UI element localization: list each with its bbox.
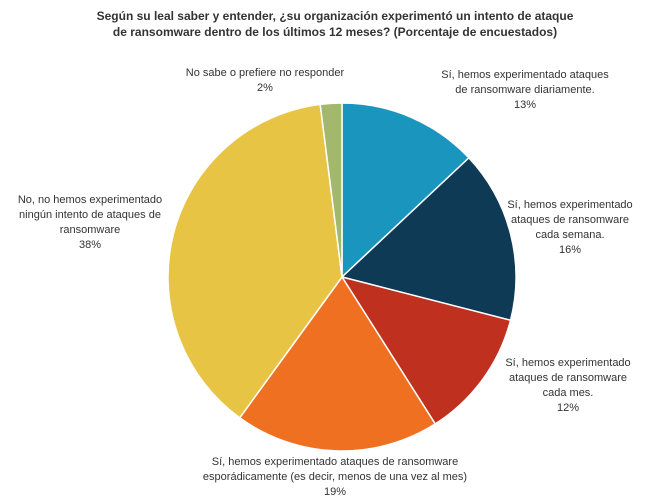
chart-title: Según su leal saber y entender, ¿su orga… (96, 9, 574, 39)
pie-slice (340, 275, 512, 425)
value-label: 16% (558, 244, 582, 256)
pie-slice (319, 102, 343, 278)
slice-label: Sí, hemos experimentado ataques de ranso… (203, 455, 467, 500)
pie-slice (341, 102, 470, 279)
pie-slice (167, 103, 343, 419)
category-label: Sí, hemos experimentado ataques de ranso… (202, 456, 468, 483)
slice-label: Sí, hemos experimentado ataques de ranso… (505, 356, 630, 416)
category-label: No, no hemos experimentado ningún intent… (17, 194, 163, 236)
pie-slice (238, 275, 437, 452)
value-label: 13% (513, 99, 537, 111)
value-label: 12% (556, 402, 580, 414)
value-label: 19% (323, 486, 347, 498)
pie-slice (340, 156, 517, 322)
slice-label: Sí, hemos experimentado ataques de ranso… (441, 68, 609, 113)
value-label: 38% (78, 239, 102, 251)
category-label: No sabe o prefiere no responder (185, 67, 345, 79)
category-label: Sí, hemos experimentado ataques de ranso… (441, 69, 609, 96)
slice-label: Sí, hemos experimentado ataques de ranso… (507, 198, 632, 258)
slice-label: No sabe o prefiere no responder 2% (186, 66, 344, 96)
value-label: 2% (257, 82, 273, 94)
slice-label: No, no hemos experimentado ningún intent… (18, 193, 162, 253)
category-label: Sí, hemos experimentado ataques de ranso… (505, 357, 631, 399)
category-label: Sí, hemos experimentado ataques de ranso… (507, 199, 633, 241)
